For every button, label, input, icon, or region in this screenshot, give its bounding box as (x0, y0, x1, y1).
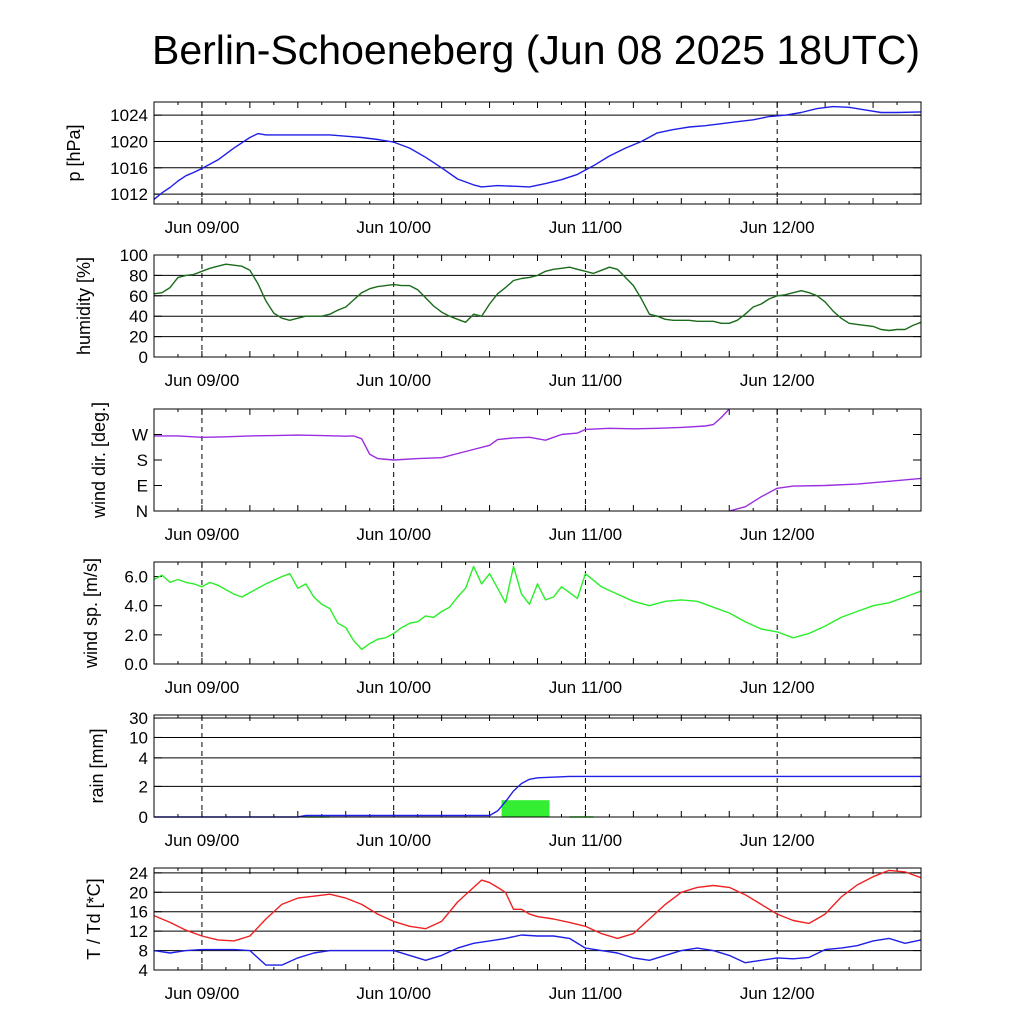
y-tick-label: 30 (129, 709, 148, 728)
y-tick-label: 4 (139, 749, 148, 768)
x-tick-label: Jun 10/00 (356, 371, 431, 390)
y-tick-label: 1012 (110, 185, 148, 204)
series-temperature-1 (153, 934, 922, 966)
y-tick-label: 2 (139, 777, 148, 796)
x-tick-label: Jun 11/00 (549, 984, 622, 1003)
x-tick-label: Jun 12/00 (740, 678, 815, 697)
x-tick-label: Jun 11/00 (549, 678, 622, 697)
series-wind_direction-1 (729, 477, 922, 512)
y-tick-label: 8 (139, 942, 148, 961)
x-tick-label: Jun 09/00 (165, 831, 240, 850)
series-humidity-0 (153, 263, 922, 332)
y-tick-label: 0.0 (124, 655, 148, 674)
y-tick-label: 1016 (110, 159, 148, 178)
x-tick-label: Jun 12/00 (740, 984, 815, 1003)
y-tick-label: 0 (139, 808, 148, 827)
y-tick-label: N (136, 502, 148, 521)
x-tick-label: Jun 09/00 (165, 525, 240, 544)
plot-frame (153, 254, 922, 358)
y-tick-label: 60 (129, 287, 148, 306)
y-tick-label: E (137, 477, 148, 496)
y-axis-label: rain [mm] (87, 728, 107, 803)
y-tick-label: 4.0 (124, 597, 148, 616)
y-tick-label: 1024 (110, 106, 148, 125)
y-tick-label: 6.0 (124, 568, 148, 587)
plot-frame (153, 101, 922, 205)
series-wind_direction-0 (154, 408, 730, 461)
x-tick-label: Jun 10/00 (356, 218, 431, 237)
x-tick-label: Jun 11/00 (549, 831, 622, 850)
chart-title: Berlin-Schoeneberg (Jun 08 2025 18UTC) (152, 27, 920, 73)
x-tick-label: Jun 12/00 (740, 831, 815, 850)
y-axis-label: T / Td [*C] (84, 878, 104, 959)
y-tick-label: 2.0 (124, 626, 148, 645)
series-pressure-0 (153, 105, 922, 200)
y-axis-label: p [hPa] (64, 124, 84, 181)
y-tick-label: 4 (139, 961, 148, 980)
y-tick-label: 100 (120, 246, 148, 265)
x-tick-label: Jun 10/00 (356, 678, 431, 697)
y-tick-label: 1020 (110, 132, 148, 151)
y-tick-label: 0 (139, 348, 148, 367)
y-tick-label: 10 (129, 728, 148, 747)
y-tick-label: 24 (129, 864, 148, 883)
panel-wind_speed: 0.0 2.0 4.0 6.0 Jun 09/00 Jun 10/00 Jun 11/00 J… (81, 558, 922, 697)
x-tick-label: Jun 11/00 (549, 371, 622, 390)
y-tick-label: 20 (129, 328, 148, 347)
series-temperature-0 (153, 869, 922, 942)
series-wind_speed-0 (153, 565, 922, 651)
y-axis-label: humidity [%] (74, 257, 94, 355)
x-tick-label: Jun 10/00 (356, 984, 431, 1003)
y-tick-label: 20 (129, 883, 148, 902)
y-tick-label: W (132, 426, 148, 445)
x-tick-label: Jun 09/00 (165, 678, 240, 697)
y-tick-label: 16 (129, 903, 148, 922)
x-tick-label: Jun 09/00 (165, 984, 240, 1003)
plot-frame (153, 867, 922, 971)
panel-pressure: 1012 1016 1020 1024 Jun 09/00 Jun 10/00 Jun 11… (64, 101, 922, 237)
x-tick-label: Jun 09/00 (165, 218, 240, 237)
x-tick-label: Jun 10/00 (356, 831, 431, 850)
x-tick-label: Jun 09/00 (165, 371, 240, 390)
x-tick-label: Jun 12/00 (740, 371, 815, 390)
y-tick-label: S (137, 451, 148, 470)
x-tick-label: Jun 11/00 (549, 218, 622, 237)
series-rain-0 (154, 775, 921, 818)
y-axis-label: wind dir. [deg.] (89, 402, 109, 519)
rain-bar (501, 800, 550, 817)
y-tick-label: 12 (129, 922, 148, 941)
plot-frame (153, 408, 922, 512)
x-tick-label: Jun 10/00 (356, 525, 431, 544)
x-tick-label: Jun 12/00 (740, 525, 815, 544)
x-tick-label: Jun 11/00 (549, 525, 622, 544)
plot-frame (153, 561, 922, 665)
y-tick-label: 80 (129, 266, 148, 285)
y-axis-label: wind sp. [m/s] (81, 558, 101, 669)
plot-frame (153, 714, 922, 818)
x-tick-label: Jun 12/00 (740, 218, 815, 237)
y-tick-label: 40 (129, 307, 148, 326)
